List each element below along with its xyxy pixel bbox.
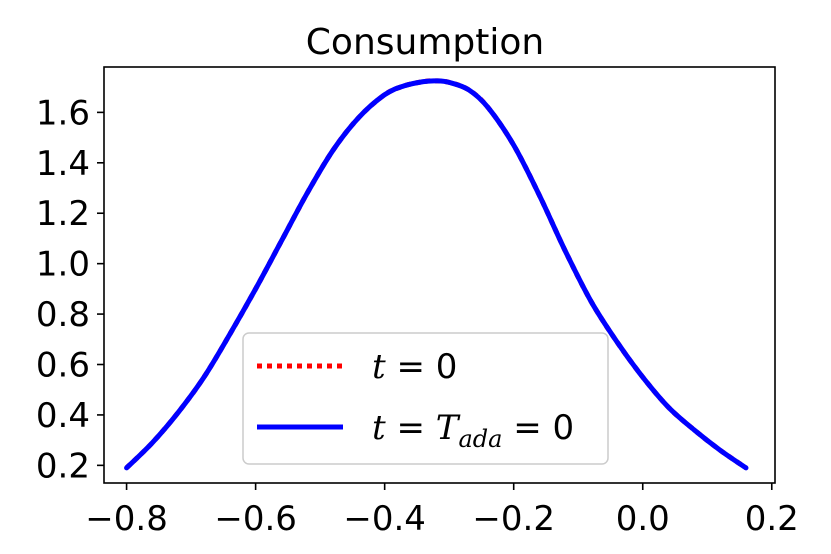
y-tick-label: 1.2 xyxy=(36,194,90,234)
y-axis: 0.2 0.4 0.6 0.8 1.0 1.2 1.4 1.6 xyxy=(36,93,104,486)
x-tick-label: −0.6 xyxy=(214,499,297,539)
y-tick-label: 0.8 xyxy=(36,295,90,335)
x-tick-label: −0.2 xyxy=(472,499,555,539)
y-tick-label: 0.6 xyxy=(36,346,90,386)
x-axis: −0.8 −0.6 −0.4 −0.2 0.0 0.2 xyxy=(85,483,799,539)
y-tick-label: 0.2 xyxy=(36,446,90,486)
y-tick-label: 1.0 xyxy=(36,245,90,285)
legend: t = 0 t = Tada = 0 xyxy=(242,332,609,465)
x-tick-label: −0.8 xyxy=(85,499,168,539)
legend-label-1: t = 0 xyxy=(372,347,457,387)
series-layer xyxy=(124,78,749,471)
series-line-2 xyxy=(124,78,749,471)
x-tick-label: 0.0 xyxy=(616,499,670,539)
y-tick-label: 1.6 xyxy=(36,93,90,133)
legend-box xyxy=(242,332,609,465)
y-tick-label: 0.4 xyxy=(36,396,90,436)
chart-title: Consumption xyxy=(306,22,544,63)
x-tick-label: −0.4 xyxy=(343,499,426,539)
plot-frame xyxy=(103,66,776,484)
legend-label-2: t = Tada = 0 xyxy=(372,408,574,453)
y-tick-label: 1.4 xyxy=(36,144,90,184)
x-tick-label: 0.2 xyxy=(745,499,799,539)
